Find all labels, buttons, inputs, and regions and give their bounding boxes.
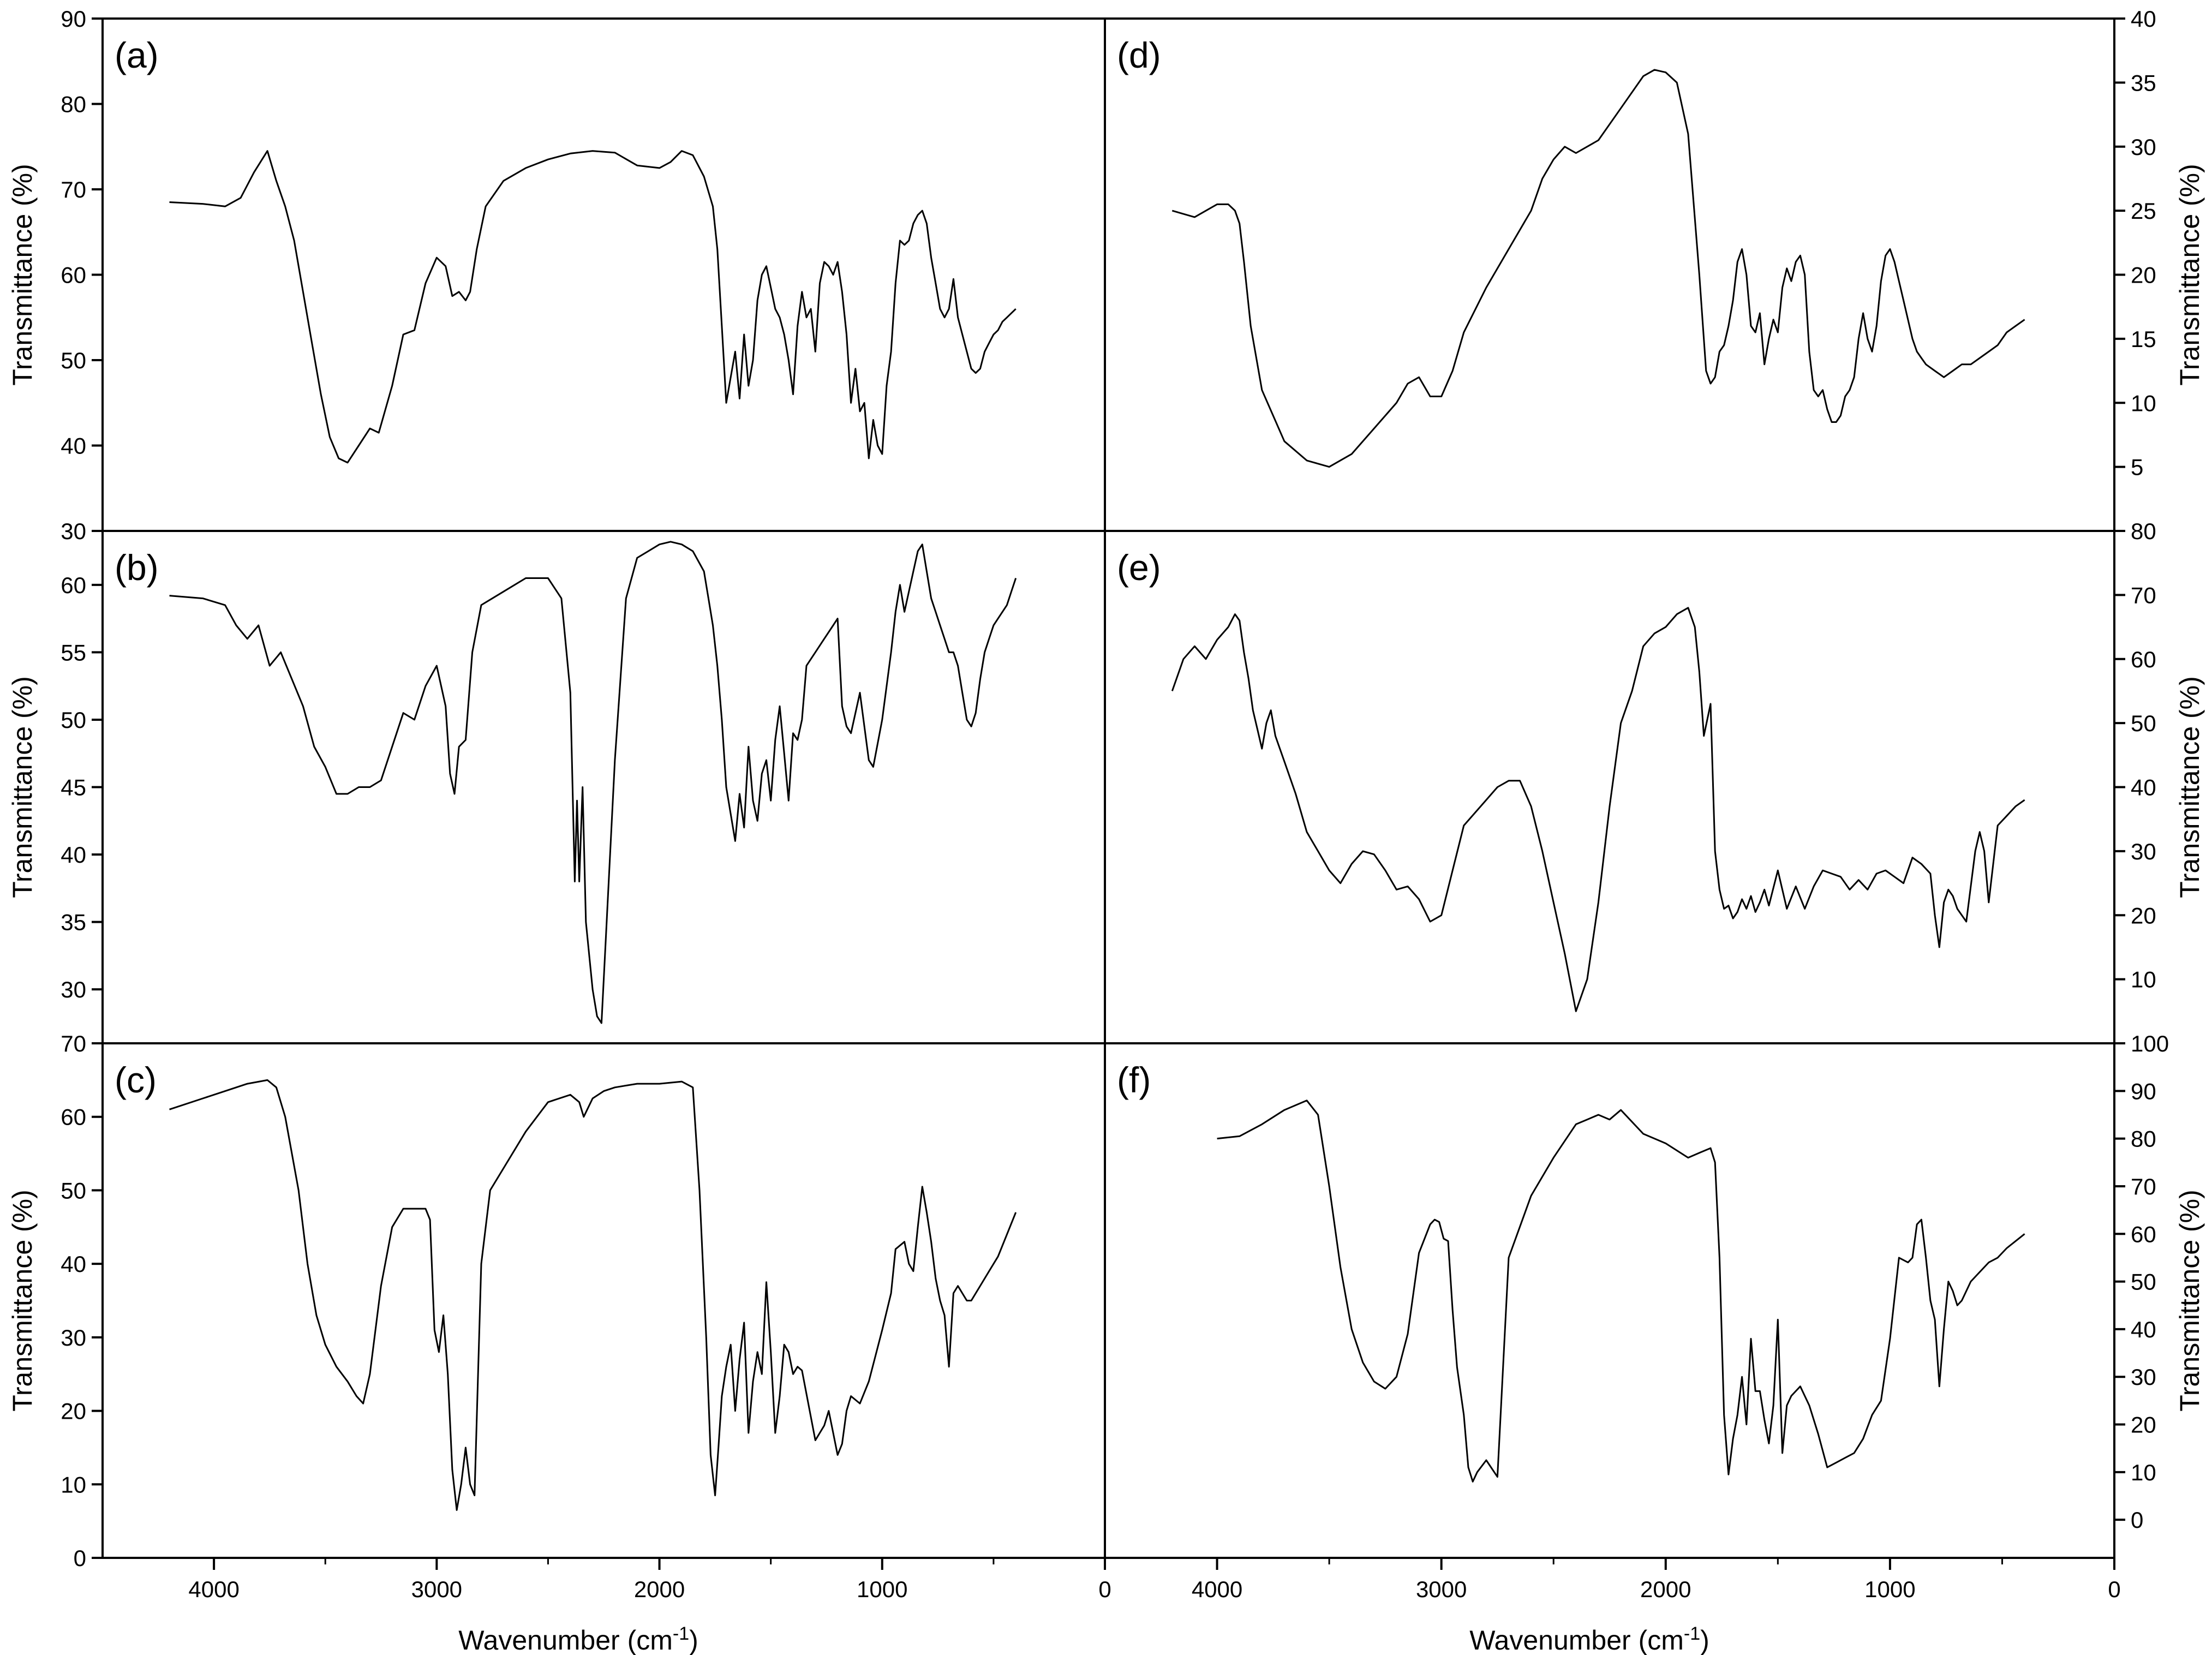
panel-e-y-axis-title: Transmittance (%) [2174, 676, 2205, 898]
right-x-xtick-label: 2000 [1640, 1576, 1691, 1602]
panel-f-ytick-label: 0 [2131, 1507, 2143, 1533]
panel-f-ytick-label: 60 [2131, 1221, 2156, 1247]
panel-e-ytick-label: 20 [2131, 903, 2156, 928]
panel-a-ytick-label: 90 [61, 6, 86, 32]
panel-f-ytick-label: 30 [2131, 1364, 2156, 1390]
panel-f-ytick-label: 20 [2131, 1412, 2156, 1438]
panel-f-y-axis-title: Transmittance (%) [2174, 1190, 2205, 1412]
panel-d-ytick-label: 35 [2131, 70, 2156, 95]
panel-c-spectrum-line [169, 1079, 1017, 1511]
panel-a-ytick-label: 50 [61, 348, 86, 373]
panel-d-y-axis-title: Transmittance (%) [2174, 164, 2205, 386]
left-x-xtick-label: 4000 [188, 1576, 239, 1602]
panel-b-ytick-label: 30 [61, 977, 86, 1002]
right-x-xtick-label: 0 [2108, 1576, 2120, 1602]
panel-a: 30 40 50 60 70 80 90 Transmittance (%) (a) [7, 6, 1106, 544]
panel-d-spectrum-line [1171, 69, 2025, 468]
left-x-axis: 4000 3000 2000 1000 0 [188, 1558, 1111, 1602]
panel-e-spectrum-line [1171, 607, 2025, 1012]
panel-e-ytick-label: 50 [2131, 710, 2156, 736]
panel-d-ytick-label: 25 [2131, 198, 2156, 224]
panel-b-ytick-label: 45 [61, 775, 86, 800]
panel-f-ytick-label: 40 [2131, 1317, 2156, 1342]
panel-f-ytick-label: 80 [2131, 1126, 2156, 1152]
panel-e-ytick-label: 10 [2131, 967, 2156, 993]
right-x-xtick-label: 3000 [1416, 1576, 1467, 1602]
panel-c-ytick-label: 50 [61, 1178, 86, 1203]
panel-a-ytick-label: 30 [61, 518, 86, 544]
panel-f-ytick-label: 100 [2131, 1031, 2169, 1056]
panel-f-ytick-label: 70 [2131, 1174, 2156, 1199]
left-x-axis-title: Wavenumber (cm-1) [458, 1623, 698, 1655]
panel-c-label: (c) [115, 1060, 157, 1100]
panel-b-label: (b) [115, 547, 159, 588]
panel-b-spectrum-line [169, 541, 1017, 1024]
panel-a-ytick-label: 70 [61, 177, 86, 202]
panel-b-ytick-label: 40 [61, 842, 86, 868]
panel-e-label: (e) [1117, 547, 1161, 588]
panel-b-ytick-label: 35 [61, 910, 86, 935]
panel-a-y-axis-title: Transmittance (%) [7, 164, 38, 386]
panel-e-ytick-label: 80 [2131, 518, 2156, 544]
panel-c-y-axis-title: Transmittance (%) [7, 1190, 38, 1412]
panel-b: 30 35 40 45 50 55 60 Transmittance (%) (b) [7, 530, 1106, 1044]
panel-f: 0 10 20 30 40 50 60 70 80 90 100 Transmittance (%) (… [1104, 1031, 2205, 1559]
panel-b-y-axis-title: Transmittance (%) [7, 676, 38, 898]
panel-d-ytick-label: 15 [2131, 326, 2156, 352]
panel-c-ytick-label: 10 [61, 1472, 86, 1497]
right-x-axis-title: Wavenumber (cm-1) [1469, 1623, 1709, 1655]
panel-f-ytick-label: 90 [2131, 1078, 2156, 1104]
panel-f-ytick-label: 10 [2131, 1460, 2156, 1485]
panel-f-spectrum-line [1217, 1100, 2025, 1483]
left-x-xtick-label: 2000 [634, 1576, 685, 1602]
panel-a-ytick-label: 80 [61, 92, 86, 117]
left-x-xtick-label: 1000 [857, 1576, 907, 1602]
panel-e-ytick-label: 70 [2131, 582, 2156, 608]
panel-a-label: (a) [115, 35, 159, 75]
panel-c-ytick-label: 20 [61, 1399, 86, 1424]
panel-e-ytick-label: 60 [2131, 647, 2156, 672]
panel-d-ytick-label: 30 [2131, 134, 2156, 160]
panel-b-ytick-label: 50 [61, 707, 86, 733]
panel-d-ytick-label: 5 [2131, 455, 2143, 480]
panel-c-ytick-label: 0 [74, 1545, 86, 1571]
right-x-xtick-label: 1000 [1864, 1576, 1915, 1602]
panel-a-ytick-label: 60 [61, 262, 86, 288]
panel-d-label: (d) [1117, 35, 1161, 75]
panel-f-ytick-label: 50 [2131, 1269, 2156, 1295]
panel-b-ytick-label: 60 [61, 572, 86, 598]
left-x-xtick-label: 3000 [411, 1576, 462, 1602]
panel-e: 10 20 30 40 50 60 70 80 Transmittance (%) (e) [1104, 518, 2205, 1044]
panel-b-ytick-label: 55 [61, 640, 86, 665]
right-x-xtick-label: 4000 [1192, 1576, 1242, 1602]
panel-f-label: (f) [1117, 1060, 1151, 1100]
panel-a-spectrum-line [169, 150, 1017, 464]
right-x-axis: 4000 3000 2000 1000 0 [1192, 1558, 2121, 1602]
panel-e-ytick-label: 30 [2131, 839, 2156, 864]
panel-d-ytick-label: 40 [2131, 6, 2156, 32]
left-x-xtick-label: 0 [1098, 1576, 1111, 1602]
panel-f-frame [1104, 1042, 2115, 1559]
panel-c-ytick-label: 30 [61, 1325, 86, 1351]
panel-d-ytick-label: 10 [2131, 390, 2156, 416]
panel-c-ytick-label: 40 [61, 1251, 86, 1277]
panel-c-ytick-label: 60 [61, 1104, 86, 1130]
panel-c: 0 10 20 30 40 50 60 70 Transmittance (%) (c) [7, 1031, 1106, 1571]
panel-e-ytick-label: 40 [2131, 775, 2156, 800]
panel-a-ytick-label: 40 [61, 433, 86, 459]
panel-d-ytick-label: 20 [2131, 262, 2156, 288]
panel-c-ytick-label: 70 [61, 1031, 86, 1056]
